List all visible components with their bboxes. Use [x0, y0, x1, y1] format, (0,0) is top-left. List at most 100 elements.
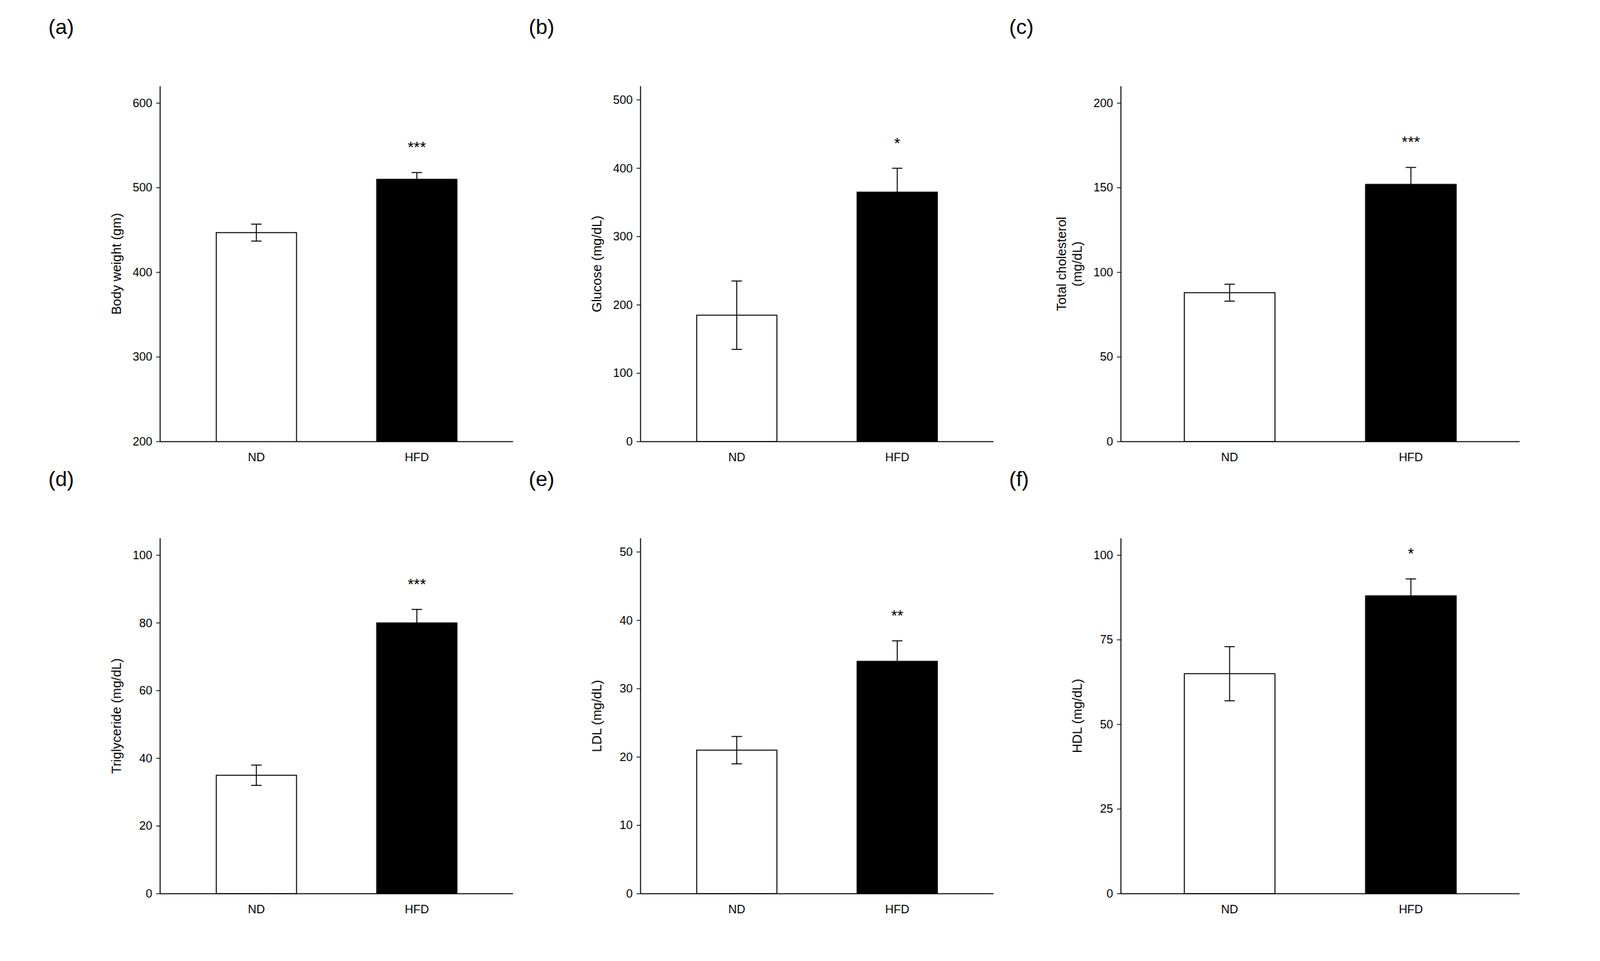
error-stem [256, 224, 258, 242]
y-axis-line [159, 86, 161, 442]
bar [376, 179, 457, 442]
y-axis-label-line: (mg/dL) [1069, 241, 1085, 287]
error-cap [1224, 646, 1235, 648]
y-tick-label: 200 [613, 298, 633, 312]
error-cap [1224, 700, 1235, 702]
y-tick [156, 826, 161, 827]
marks [216, 609, 457, 895]
error-bar [1405, 579, 1417, 614]
y-tick-label: 0 [1106, 887, 1114, 901]
error-stem [1229, 647, 1231, 702]
y-tick [1116, 356, 1121, 358]
error-cap [1405, 578, 1417, 580]
x-axis-line [160, 441, 514, 443]
y-tick-label: 50 [619, 545, 633, 559]
x-tick-label: ND [247, 450, 265, 465]
panel: 050100150200NDHFDTotal cholesterol(mg/dL… [1009, 15, 1520, 465]
y-tick-label: 300 [132, 350, 153, 364]
background [0, 0, 1600, 961]
y-tick-label: 50 [1100, 718, 1114, 732]
significance: *** [1401, 133, 1421, 151]
y-tick-label: 500 [132, 181, 153, 195]
error-cap [892, 215, 903, 217]
error-cap [892, 167, 903, 170]
error-stem [896, 168, 899, 217]
y-tick [156, 690, 161, 692]
bar [1365, 596, 1457, 895]
error-bar [250, 224, 262, 242]
error-cap [411, 635, 423, 638]
y-tick [156, 102, 161, 104]
y-tick-label: 500 [613, 93, 633, 107]
error-bar [1224, 284, 1235, 302]
error-cap [1405, 612, 1417, 614]
error-stem [416, 172, 418, 187]
y-tick [156, 356, 161, 358]
bar [216, 775, 297, 895]
y-tick-label: 0 [626, 887, 633, 901]
panel-label: (c) [1009, 15, 1034, 39]
y-tick-label: 30 [619, 682, 633, 696]
x-axis-line [1120, 893, 1520, 895]
error-stem [1229, 284, 1231, 302]
error-cap [250, 764, 262, 767]
error-cap [731, 736, 742, 738]
significance: *** [407, 575, 427, 594]
y-tick [1116, 809, 1121, 810]
y-axis-label-line: LDL (mg/dL) [589, 680, 604, 753]
panel: 0255075100NDHFDHDL (mg/dL)*(f) [1009, 467, 1520, 917]
marks [1184, 579, 1457, 895]
error-cap [731, 280, 742, 282]
panel-label: (a) [48, 15, 74, 39]
error-bar [411, 609, 423, 637]
y-tick-label: 20 [619, 750, 633, 765]
y-axis-label-line: Glucose (mg/dL) [589, 215, 604, 313]
y-tick [1116, 187, 1121, 189]
y-tick [1116, 441, 1121, 442]
error-cap [892, 640, 903, 642]
y-tick [636, 167, 641, 169]
error-stem [256, 765, 258, 786]
y-tick [156, 758, 161, 759]
y-axis-label-line: Triglyceride (mg/dL) [109, 658, 124, 774]
error-stem [896, 641, 899, 683]
y-tick [156, 893, 161, 895]
x-tick-label: HFD [1398, 903, 1423, 917]
panel-label: (d) [48, 467, 74, 491]
x-axis-line [1120, 441, 1520, 443]
y-tick-label: 25 [1100, 802, 1114, 816]
marks [696, 641, 938, 895]
y-tick-label: 0 [1106, 435, 1114, 449]
error-cap [1224, 300, 1235, 302]
y-tick-label: 40 [619, 614, 633, 628]
y-tick [636, 99, 641, 100]
error-cap [892, 681, 903, 684]
y-tick [636, 620, 641, 621]
y-axis-line [159, 538, 161, 895]
y-tick-label: 20 [139, 819, 153, 833]
bar [1184, 673, 1276, 895]
y-tick [156, 554, 161, 556]
bar [856, 192, 938, 442]
y-tick-label: 200 [1093, 96, 1114, 110]
y-axis-label: HDL (mg/dL) [1069, 679, 1085, 754]
y-tick [636, 304, 641, 306]
panel-label: (b) [528, 15, 555, 39]
y-tick-label: 100 [1093, 266, 1114, 280]
y-tick-label: 75 [1100, 633, 1114, 647]
error-bar [250, 765, 262, 786]
bar [1184, 292, 1276, 442]
bar [216, 232, 297, 442]
y-tick [1116, 639, 1121, 641]
y-tick [1116, 554, 1121, 556]
error-bar [892, 168, 903, 217]
y-tick-label: 100 [132, 549, 153, 563]
y-tick-label: 10 [619, 818, 633, 833]
error-cap [411, 171, 423, 174]
y-tick-label: 300 [613, 230, 633, 244]
y-tick [1116, 271, 1121, 273]
error-cap [411, 609, 423, 611]
y-axis-label-line: Total cholesterol [1054, 216, 1069, 312]
panel-label: (f) [1009, 467, 1029, 491]
x-tick-label: ND [1220, 903, 1238, 917]
